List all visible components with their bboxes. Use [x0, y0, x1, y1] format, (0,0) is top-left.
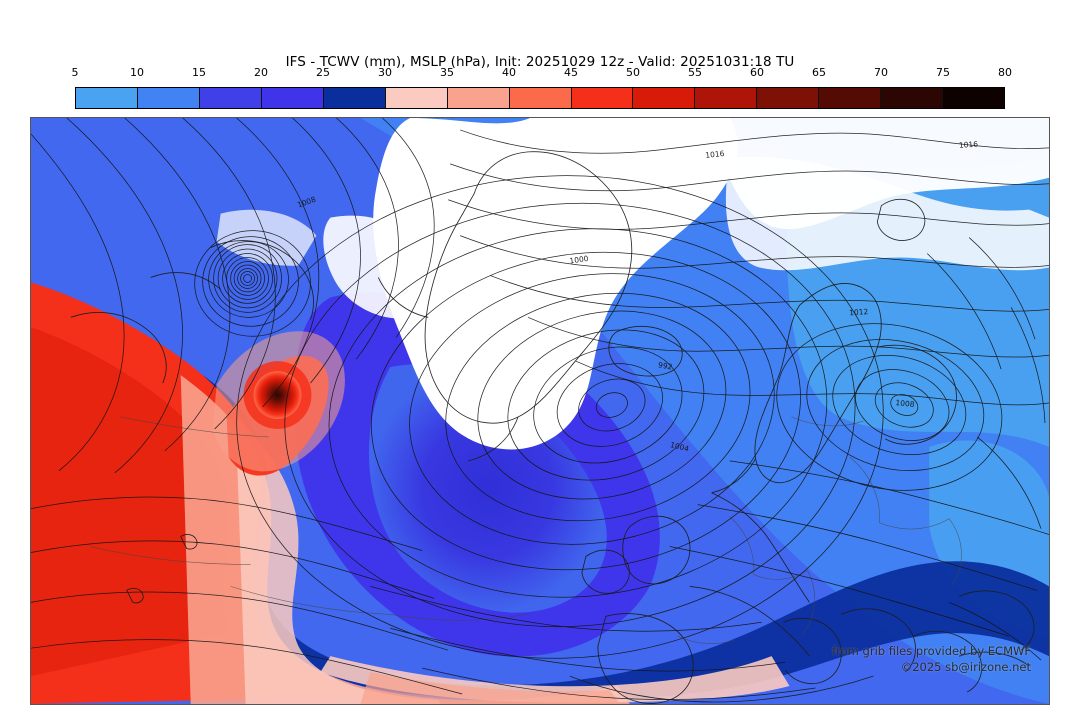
baffin-dry-mask — [323, 215, 441, 319]
colorbar-tick: 40 — [502, 66, 516, 79]
tcwv-navy-med-ribbon — [244, 561, 1049, 701]
colorbar-tick: 35 — [440, 66, 454, 79]
colorbar-tick: 5 — [71, 66, 79, 79]
colorbar-segment — [385, 88, 448, 108]
colorbar-segment — [633, 88, 696, 108]
colorbar-tick: 15 — [192, 66, 206, 79]
isobar-label: 1016 — [705, 149, 725, 160]
canada-dry-mask — [216, 209, 317, 266]
colorbar: 5 10 15 20 25 30 35 40 45 50 55 60 65 70 75 80 — [71, 66, 1013, 109]
isobar-label: 992 — [657, 360, 673, 371]
colorbar-tick: 45 — [564, 66, 578, 79]
colorbar-tick: 70 — [874, 66, 888, 79]
colorbar-tick: 80 — [998, 66, 1012, 79]
colorbar-segment — [76, 88, 138, 108]
map-svg: 1016 1016 1008 1000 992 1008 1012 1004 — [31, 118, 1049, 704]
map-canvas[interactable]: 1016 1016 1008 1000 992 1008 1012 1004 f… — [30, 117, 1050, 705]
colorbar-tick: 65 — [812, 66, 826, 79]
tcwv-salmon-conveyor — [180, 375, 630, 704]
tcwv-salmon-east-plume — [360, 672, 620, 704]
tropical-cyclone-core — [253, 371, 302, 419]
colorbar-tick: 55 — [687, 66, 702, 79]
tcwv-pink-conveyor — [235, 416, 441, 704]
colorbar-segment — [943, 88, 1005, 108]
colorbar-tick: 10 — [130, 66, 144, 79]
isobar-label: 1016 — [959, 140, 979, 150]
isobar-label: 1012 — [849, 307, 869, 317]
colorbar-tick-labels: 5 10 15 20 25 30 35 40 45 50 55 60 65 70 75 80 — [71, 66, 1013, 84]
colorbar-segment — [881, 88, 944, 108]
colorbar-segment — [695, 88, 758, 108]
colorbar-segment — [757, 88, 820, 108]
coastlines — [70, 151, 1035, 704]
isobar-label: 1004 — [669, 440, 690, 453]
isobar-label: 1008 — [895, 398, 915, 409]
colorbar-tick: 20 — [254, 66, 268, 79]
colorbar-tick: 30 — [377, 66, 392, 79]
colorbar-tick: 75 — [936, 66, 950, 79]
colorbar-segment — [323, 88, 386, 108]
mslp-isobars — [31, 118, 1049, 700]
colorbar-tick: 60 — [750, 66, 764, 79]
colorbar-tick: 50 — [626, 66, 640, 79]
colorbar-segment — [199, 88, 262, 108]
isobar-label: 1000 — [569, 254, 589, 266]
colorbar-segment — [571, 88, 634, 108]
svalbard-dry-mask — [725, 156, 1049, 271]
colorbar-segment — [819, 88, 882, 108]
colorbar-segment — [509, 88, 572, 108]
colorbar-segment — [261, 88, 324, 108]
colorbar-gradient — [75, 87, 1005, 109]
page-title: IFS - TCWV (mm), MSLP (hPa), Init: 20251… — [285, 54, 795, 70]
tcwv-warm-sw-deep — [31, 327, 231, 677]
colorbar-segment — [447, 88, 510, 108]
colorbar-tick: 25 — [316, 66, 330, 79]
colorbar-segment — [137, 88, 200, 108]
